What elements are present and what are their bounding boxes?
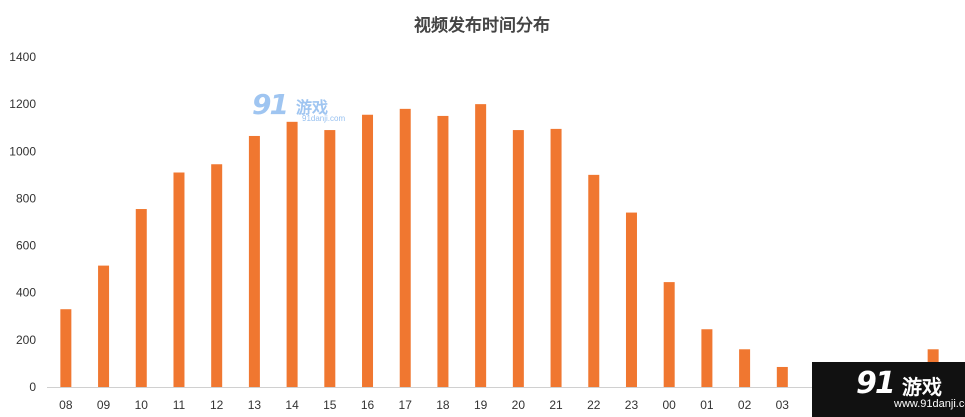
x-tick-label: 19 <box>474 398 488 412</box>
x-tick-label: 21 <box>549 398 563 412</box>
bar-03 <box>776 366 788 387</box>
watermark-url: www.91danji.com <box>894 398 965 410</box>
x-tick-label: 20 <box>512 398 526 412</box>
y-tick-label: 1400 <box>9 50 36 64</box>
bar-23 <box>625 212 637 387</box>
x-tick-label: 09 <box>97 398 111 412</box>
bar-16 <box>362 114 374 387</box>
y-tick-label: 1200 <box>9 97 36 111</box>
x-tick-label: 11 <box>173 398 186 412</box>
bar-13 <box>248 135 260 387</box>
watermark-text: 游戏 <box>296 98 329 117</box>
bar-20 <box>512 130 524 388</box>
watermark-text: 游戏 <box>902 375 942 399</box>
y-tick-label: 0 <box>29 380 36 394</box>
x-axis: 08 09 10 11 12 13 14 15 16 17 18 19 20 21 22 23 00 01 02 03… <box>59 398 940 412</box>
y-tick-label: 600 <box>16 239 36 253</box>
x-tick-label: 00 <box>663 398 677 412</box>
bar-19 <box>475 104 487 388</box>
bar-22 <box>588 174 600 387</box>
watermark-mark: 91 <box>856 366 896 401</box>
chart-title: 视频发布时间分布 <box>414 15 550 36</box>
bar-08 <box>60 309 72 387</box>
y-tick-label: 1000 <box>9 144 36 158</box>
y-tick-label: 200 <box>16 333 36 347</box>
x-tick-label: 18 <box>436 398 450 412</box>
x-tick-label: 13 <box>248 398 262 412</box>
x-tick-label: 02 <box>738 398 752 412</box>
bar-21 <box>550 128 562 387</box>
bar-09 <box>98 265 110 387</box>
bar-15 <box>324 130 336 388</box>
y-tick-label: 800 <box>16 191 36 205</box>
x-tick-label: 15 <box>323 398 337 412</box>
watermark-logo-bottom: 91 游戏 www.91danji.com <box>812 362 965 417</box>
x-tick-label: 22 <box>587 398 601 412</box>
y-tick-label: 400 <box>16 286 36 300</box>
x-tick-label: 17 <box>399 398 413 412</box>
bar-10 <box>135 209 147 387</box>
bars <box>60 104 939 388</box>
bar-14 <box>286 121 298 388</box>
y-axis: 0 200 400 600 800 1000 1200 1400 <box>9 50 36 394</box>
x-tick-label: 08 <box>59 398 73 412</box>
x-tick-label: 12 <box>210 398 224 412</box>
bar-11 <box>173 172 185 387</box>
x-tick-label: 23 <box>625 398 639 412</box>
watermark-url: 91danji.com <box>302 114 346 123</box>
x-tick-label: 16 <box>361 398 375 412</box>
bar-12 <box>211 164 223 387</box>
watermark-logo-top: 91 游戏 91danji.com <box>252 88 362 128</box>
bar-17 <box>399 108 411 387</box>
x-tick-label: 10 <box>135 398 149 412</box>
watermark-mark: 91 <box>252 88 289 121</box>
bar-18 <box>437 115 449 387</box>
bar-00 <box>663 282 675 387</box>
bar-01 <box>701 329 713 387</box>
x-tick-label: 03 <box>776 398 790 412</box>
x-tick-label: 14 <box>285 398 299 412</box>
bar-02 <box>739 349 751 387</box>
x-tick-label: 01 <box>700 398 714 412</box>
